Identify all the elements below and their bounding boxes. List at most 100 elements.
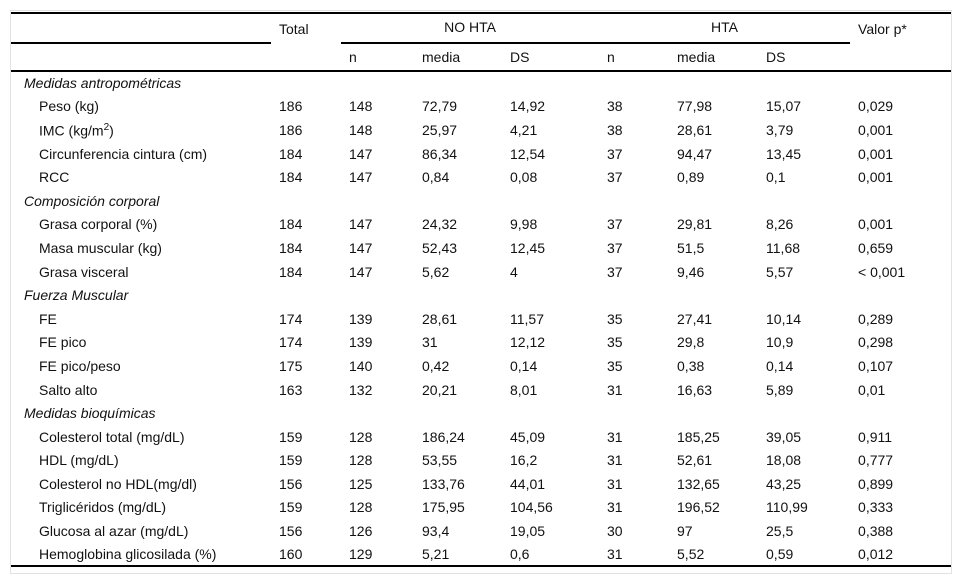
cell-hta-media: 29,8 xyxy=(677,334,705,351)
cell-no-hta-ds: 12,45 xyxy=(510,239,546,256)
cell-total: 186 xyxy=(279,121,303,138)
table-row: Peso (kg) 186 148 72,79 14,92 38 77,98 15,07 0,0… xyxy=(11,95,951,119)
table-row: Masa muscular (kg) 184 147 52,43 12,45 37 51,5… xyxy=(11,236,951,260)
cell-hta-n: 31 xyxy=(607,475,623,492)
cell-no-hta-media: 24,32 xyxy=(422,216,458,233)
cell-hta-n: 30 xyxy=(607,523,623,540)
table-frame: Total NO HTA HTA Valor p* n media DS n m… xyxy=(10,10,952,574)
cell-valor-p: 0,899 xyxy=(858,475,894,492)
cell-hta-ds: 8,26 xyxy=(766,216,794,233)
cell-no-hta-ds: 19,05 xyxy=(510,523,546,540)
cell-no-hta-n: 148 xyxy=(349,121,373,138)
cell-hta-ds: 110,99 xyxy=(766,499,808,516)
cell-valor-p: 0,001 xyxy=(858,145,894,162)
cell-no-hta-ds: 8,01 xyxy=(510,381,538,398)
cell-no-hta-n: 147 xyxy=(349,216,373,233)
cell-valor-p: 0,333 xyxy=(858,499,894,516)
cell-total: 174 xyxy=(279,310,303,327)
cell-hta-n: 31 xyxy=(607,452,623,469)
row-label: Masa muscular (kg) xyxy=(39,239,162,256)
cell-hta-media: 77,98 xyxy=(677,98,713,115)
table-row: Circunferencia cintura (cm) 184 147 86,34 12… xyxy=(11,142,951,166)
cell-hta-ds: 0,1 xyxy=(766,169,786,186)
table-row: FE pico/peso 175 140 0,42 0,14 35 0,38 0,14 0,10… xyxy=(11,354,951,378)
table-row: Glucosa al azar (mg/dL) 156 126 93,4 19,05 30… xyxy=(11,519,951,543)
cell-hta-ds: 15,07 xyxy=(766,98,802,115)
cell-hta-ds: 13,45 xyxy=(766,145,802,162)
cell-no-hta-n: 126 xyxy=(349,523,373,540)
cell-no-hta-media: 175,95 xyxy=(422,499,465,516)
cell-valor-p: < 0,001 xyxy=(858,263,906,280)
cell-valor-p: 0,001 xyxy=(858,121,894,138)
cell-total: 184 xyxy=(279,263,303,280)
table-row: FE pico 174 139 31 12,12 35 29,8 10,9 0,298 xyxy=(11,331,951,355)
section-title: Composición corporal xyxy=(24,192,160,209)
table-row: Hemoglobina glicosilada (%) 160 129 5,21 0,6… xyxy=(11,543,951,567)
row-label: FE pico xyxy=(39,334,87,351)
cell-no-hta-media: 20,21 xyxy=(422,381,458,398)
cell-total: 156 xyxy=(279,523,303,540)
cell-hta-n: 35 xyxy=(607,357,623,374)
cell-no-hta-ds: 0,08 xyxy=(510,169,538,186)
cell-valor-p: 0,388 xyxy=(858,523,894,540)
cell-valor-p: 0,012 xyxy=(858,546,894,563)
table-row: HDL (mg/dL) 159 128 53,55 16,2 31 52,61 18,08 0,… xyxy=(11,449,951,473)
cell-no-hta-ds: 12,12 xyxy=(510,334,546,351)
table-row: Grasa visceral 184 147 5,62 4 37 9,46 5,57 < 0,0… xyxy=(11,260,951,284)
cell-valor-p: 0,029 xyxy=(858,98,894,115)
cell-no-hta-n: 148 xyxy=(349,98,373,115)
cell-hta-n: 35 xyxy=(607,334,623,351)
cell-hta-n: 31 xyxy=(607,428,623,445)
section-title: Medidas antropométricas xyxy=(24,75,182,92)
section-title: Fuerza Muscular xyxy=(24,287,129,304)
col-header-no-hta-ds: DS xyxy=(502,43,600,72)
row-label: Colesterol total (mg/dL) xyxy=(39,428,185,445)
table-row: Colesterol total (mg/dL) 159 128 186,24 45,0… xyxy=(11,425,951,449)
cell-hta-media: 29,81 xyxy=(677,216,713,233)
row-label: Circunferencia cintura (cm) xyxy=(39,145,208,162)
cell-no-hta-media: 86,34 xyxy=(422,145,458,162)
table-header: Total NO HTA HTA Valor p* n media DS n m… xyxy=(11,13,952,72)
cell-valor-p: 0,298 xyxy=(858,334,894,351)
col-group-hta: HTA xyxy=(599,13,851,44)
cell-valor-p: 0,777 xyxy=(858,452,894,469)
cell-total: 186 xyxy=(279,98,303,115)
cell-total: 159 xyxy=(279,452,303,469)
cell-hta-media: 94,47 xyxy=(677,145,713,162)
cell-no-hta-media: 186,24 xyxy=(422,428,465,445)
cell-total: 156 xyxy=(279,475,303,492)
cell-no-hta-ds: 0,14 xyxy=(510,357,538,374)
cell-no-hta-media: 53,55 xyxy=(422,452,458,469)
cell-hta-n: 38 xyxy=(607,98,623,115)
cell-hta-ds: 39,05 xyxy=(766,428,802,445)
table-row: Colesterol no HDL(mg/dl) 156 125 133,76 44,0… xyxy=(11,472,951,496)
row-label: Peso (kg) xyxy=(39,98,99,115)
cell-hta-media: 0,89 xyxy=(677,169,705,186)
row-label: Colesterol no HDL(mg/dl) xyxy=(39,475,197,492)
cell-hta-ds: 11,68 xyxy=(766,239,801,256)
cell-total: 163 xyxy=(279,381,303,398)
row-label: Triglicéridos (mg/dL) xyxy=(39,499,167,516)
cell-no-hta-n: 128 xyxy=(349,499,373,516)
sub-header-spacer xyxy=(11,43,271,72)
col-header-no-hta-n: n xyxy=(341,43,414,72)
cell-no-hta-n: 128 xyxy=(349,452,373,469)
cell-hta-ds: 25,5 xyxy=(766,523,794,540)
cell-hta-media: 185,25 xyxy=(677,428,720,445)
row-label: HDL (mg/dL) xyxy=(39,452,119,469)
cell-no-hta-n: 147 xyxy=(349,263,373,280)
cell-hta-n: 31 xyxy=(607,546,623,563)
col-group-no-hta: NO HTA xyxy=(341,13,600,44)
header-row-groups: Total NO HTA HTA Valor p* xyxy=(11,13,952,72)
cell-hta-n: 38 xyxy=(607,121,623,138)
cell-no-hta-n: 147 xyxy=(349,239,373,256)
cell-no-hta-n: 129 xyxy=(349,546,373,563)
cell-valor-p: 0,107 xyxy=(858,357,894,374)
table-row: FE 174 139 28,61 11,57 35 27,41 10,14 0,289 xyxy=(11,307,951,331)
cell-total: 184 xyxy=(279,216,303,233)
cell-hta-n: 37 xyxy=(607,263,623,280)
cell-no-hta-ds: 45,09 xyxy=(510,428,546,445)
cell-total: 184 xyxy=(279,239,303,256)
cell-hta-n: 37 xyxy=(607,239,623,256)
cell-no-hta-ds: 4,21 xyxy=(510,121,538,138)
